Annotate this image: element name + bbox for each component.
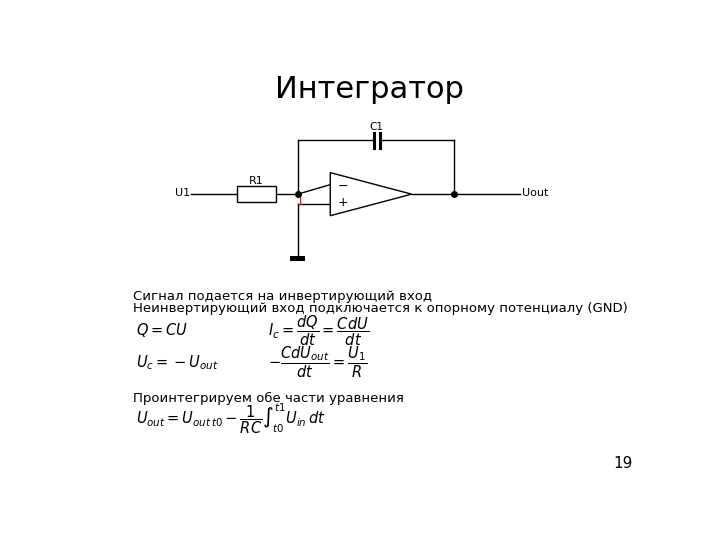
Text: 19: 19 (613, 456, 632, 471)
Text: $-\dfrac{CdU_{out}}{dt} = \dfrac{U_1}{R}$: $-\dfrac{CdU_{out}}{dt} = \dfrac{U_1}{R}… (269, 345, 367, 380)
Text: $+$: $+$ (337, 197, 348, 210)
Bar (238, 186, 276, 202)
Text: Сигнал подается на инвертирующий вход: Сигнал подается на инвертирующий вход (132, 291, 432, 303)
Bar (290, 256, 305, 261)
Text: $U_{out} = U_{out\,t0} - \dfrac{1}{RC}\int_{t0}^{t1} U_{in}\,dt$: $U_{out} = U_{out\,t0} - \dfrac{1}{RC}\i… (137, 402, 326, 436)
Text: Проинтегрируем обе части уравнения: Проинтегрируем обе части уравнения (132, 392, 403, 405)
Text: C1: C1 (370, 122, 384, 132)
Text: $-$: $-$ (337, 179, 348, 192)
Polygon shape (330, 173, 412, 215)
Text: R1: R1 (249, 176, 264, 186)
Text: Интегратор: Интегратор (274, 75, 464, 104)
Text: U1: U1 (175, 188, 190, 198)
Text: 1: 1 (297, 197, 305, 207)
Text: $Q = CU$: $Q = CU$ (137, 321, 189, 340)
Text: $U_c = -U_{out}$: $U_c = -U_{out}$ (137, 354, 219, 372)
Text: $I_c = \dfrac{dQ}{dt} = \dfrac{CdU}{dt}$: $I_c = \dfrac{dQ}{dt} = \dfrac{CdU}{dt}$ (269, 313, 369, 348)
Text: Неинвертирующий вход подключается к опорному потенциалу (GND): Неинвертирующий вход подключается к опор… (132, 302, 627, 315)
Text: Uout: Uout (522, 188, 548, 198)
